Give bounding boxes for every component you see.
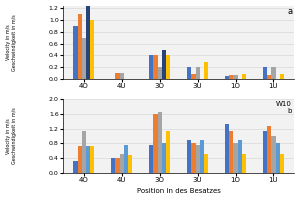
- Bar: [74, 161, 78, 173]
- Bar: [120, 73, 124, 79]
- Bar: [162, 143, 166, 173]
- Bar: [153, 55, 158, 79]
- Bar: [120, 154, 124, 173]
- Bar: [272, 67, 276, 79]
- Bar: [82, 38, 86, 79]
- Bar: [238, 140, 242, 173]
- Text: a: a: [287, 7, 292, 16]
- Bar: [204, 62, 208, 79]
- Bar: [166, 131, 170, 173]
- Bar: [229, 131, 233, 173]
- Bar: [116, 73, 120, 79]
- Bar: [196, 67, 200, 79]
- Bar: [200, 140, 204, 173]
- Bar: [90, 20, 94, 79]
- Bar: [116, 158, 120, 173]
- Y-axis label: Velocity in m/s
Geschwindigkeit in m/s: Velocity in m/s Geschwindigkeit in m/s: [6, 108, 16, 164]
- Bar: [162, 50, 166, 79]
- Bar: [86, 146, 90, 173]
- Bar: [272, 136, 276, 173]
- Bar: [158, 67, 162, 79]
- Bar: [149, 145, 153, 173]
- Bar: [128, 155, 132, 173]
- Bar: [267, 126, 272, 173]
- Bar: [280, 74, 284, 79]
- Bar: [276, 143, 280, 173]
- Bar: [187, 67, 191, 79]
- Bar: [153, 114, 158, 173]
- Bar: [242, 154, 246, 173]
- Bar: [242, 74, 246, 79]
- Bar: [111, 158, 116, 173]
- Bar: [149, 55, 153, 79]
- Bar: [86, 6, 90, 79]
- Bar: [204, 154, 208, 173]
- Bar: [74, 26, 78, 79]
- Bar: [82, 131, 86, 173]
- X-axis label: Position in des Besatzes: Position in des Besatzes: [137, 188, 220, 194]
- Bar: [158, 112, 162, 173]
- Bar: [187, 140, 191, 173]
- Text: W10: W10: [276, 101, 292, 107]
- Bar: [233, 75, 238, 79]
- Bar: [267, 75, 272, 79]
- Bar: [191, 74, 196, 79]
- Bar: [233, 143, 238, 173]
- Bar: [78, 14, 82, 79]
- Bar: [280, 154, 284, 173]
- Bar: [191, 143, 196, 173]
- Text: b: b: [288, 108, 292, 114]
- Bar: [263, 67, 267, 79]
- Y-axis label: Velocity in m/s
Geschwindigkeit in m/s: Velocity in m/s Geschwindigkeit in m/s: [6, 14, 16, 71]
- Bar: [124, 145, 128, 173]
- Bar: [229, 75, 233, 79]
- Bar: [90, 146, 94, 173]
- Bar: [263, 131, 267, 173]
- Bar: [166, 55, 170, 79]
- Bar: [225, 124, 229, 173]
- Bar: [196, 145, 200, 173]
- Bar: [225, 76, 229, 79]
- Bar: [78, 146, 82, 173]
